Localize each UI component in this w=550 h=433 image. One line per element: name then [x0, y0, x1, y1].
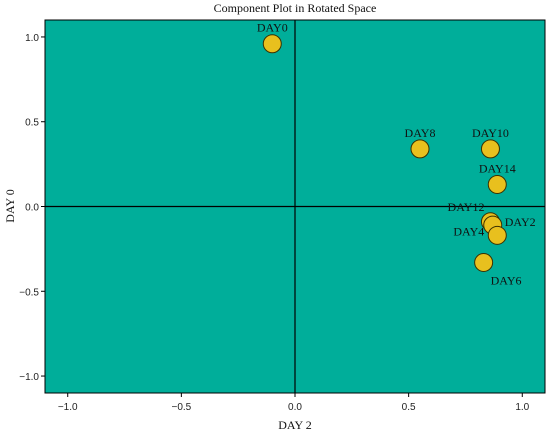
point-label: DAY4 — [453, 224, 484, 238]
y-axis-ticks: 1.0 0.5 0.0 −0.5 −1.0 — [19, 33, 45, 383]
point-marker — [262, 34, 282, 54]
y-tick-label: 1.0 — [25, 33, 39, 44]
point-marker — [410, 139, 430, 159]
y-axis-title: DAY 0 — [3, 189, 17, 222]
point-label: DAY6 — [491, 273, 522, 287]
y-tick-label: −0.5 — [19, 287, 39, 298]
x-tick-label: 0.5 — [402, 402, 416, 413]
x-axis-title: DAY 2 — [278, 418, 311, 432]
point-marker — [487, 174, 507, 194]
x-axis-ticks: −1.0 −0.5 0.0 0.5 1.0 — [58, 393, 530, 413]
y-tick-label: −1.0 — [19, 372, 39, 383]
point-marker — [474, 252, 494, 272]
y-tick-label: 0.5 — [25, 118, 39, 129]
chart-title: Component Plot in Rotated Space — [214, 1, 377, 15]
point-label: DAY0 — [257, 21, 288, 35]
data-points: DAY0 DAY8 DAY10 DAY14 DAY12 DAY2 DAY4 DAY6 — [257, 21, 536, 288]
point-label: DAY2 — [505, 215, 536, 229]
point-label: DAY8 — [405, 126, 436, 140]
x-tick-label: −1.0 — [58, 402, 78, 413]
zero-reference-lines — [45, 20, 545, 393]
x-tick-label: 0.0 — [288, 402, 302, 413]
x-tick-label: 1.0 — [515, 402, 529, 413]
point-label: DAY12 — [448, 200, 485, 214]
point-label: DAY14 — [479, 161, 516, 175]
point-marker — [480, 139, 500, 159]
point-marker — [487, 225, 507, 245]
x-tick-label: −0.5 — [171, 402, 191, 413]
point-label: DAY10 — [472, 126, 509, 140]
y-tick-label: 0.0 — [25, 203, 39, 214]
